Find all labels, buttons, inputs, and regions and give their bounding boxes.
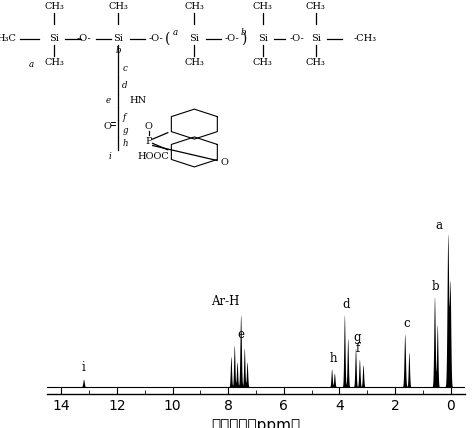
Text: d: d xyxy=(122,81,128,90)
Text: O: O xyxy=(145,122,153,131)
Text: CH₃: CH₃ xyxy=(109,2,128,11)
Text: b: b xyxy=(432,280,440,293)
Text: f: f xyxy=(122,113,126,122)
Text: O: O xyxy=(221,158,228,167)
Text: a: a xyxy=(29,59,34,69)
Text: HOOC: HOOC xyxy=(137,152,169,161)
Text: e: e xyxy=(106,96,111,105)
Text: CH₃: CH₃ xyxy=(44,2,64,11)
Text: CH₃: CH₃ xyxy=(184,57,204,67)
Text: -O-: -O- xyxy=(149,34,164,43)
Text: h: h xyxy=(122,139,128,148)
Text: c: c xyxy=(404,317,410,330)
Text: CH₃: CH₃ xyxy=(44,57,64,67)
Text: i: i xyxy=(82,361,85,374)
Text: g: g xyxy=(122,126,128,135)
Text: Si: Si xyxy=(258,34,267,43)
Text: e: e xyxy=(237,328,244,341)
Text: Ar-H: Ar-H xyxy=(211,295,239,308)
Text: c: c xyxy=(122,64,127,73)
Text: O: O xyxy=(103,122,111,131)
Text: CH₃: CH₃ xyxy=(253,57,273,67)
Text: h: h xyxy=(329,352,337,365)
Text: Si: Si xyxy=(114,34,123,43)
Text: -O-: -O- xyxy=(289,34,304,43)
Text: Si: Si xyxy=(49,34,59,43)
Text: i: i xyxy=(108,152,111,161)
Text: b: b xyxy=(241,27,246,37)
Text: H₃C: H₃C xyxy=(0,34,16,43)
Text: (: ( xyxy=(165,32,171,45)
Text: -O-: -O- xyxy=(77,34,92,43)
X-axis label: 化学位移（ppm）: 化学位移（ppm） xyxy=(211,418,301,428)
Text: g: g xyxy=(354,331,361,344)
Text: CH₃: CH₃ xyxy=(253,2,273,11)
Text: -O-: -O- xyxy=(225,34,239,43)
Text: Si: Si xyxy=(190,34,199,43)
Text: f: f xyxy=(356,342,360,355)
Text: HN: HN xyxy=(130,96,147,105)
Text: ): ) xyxy=(241,32,246,45)
Text: d: d xyxy=(342,298,350,311)
Text: Si: Si xyxy=(311,34,320,43)
Text: -CH₃: -CH₃ xyxy=(354,34,377,43)
Text: a: a xyxy=(173,27,178,37)
Text: P: P xyxy=(146,137,152,146)
Text: CH₃: CH₃ xyxy=(306,2,326,11)
Text: CH₃: CH₃ xyxy=(184,2,204,11)
Text: a: a xyxy=(436,219,443,232)
Text: b: b xyxy=(116,46,121,55)
Text: CH₃: CH₃ xyxy=(306,57,326,67)
